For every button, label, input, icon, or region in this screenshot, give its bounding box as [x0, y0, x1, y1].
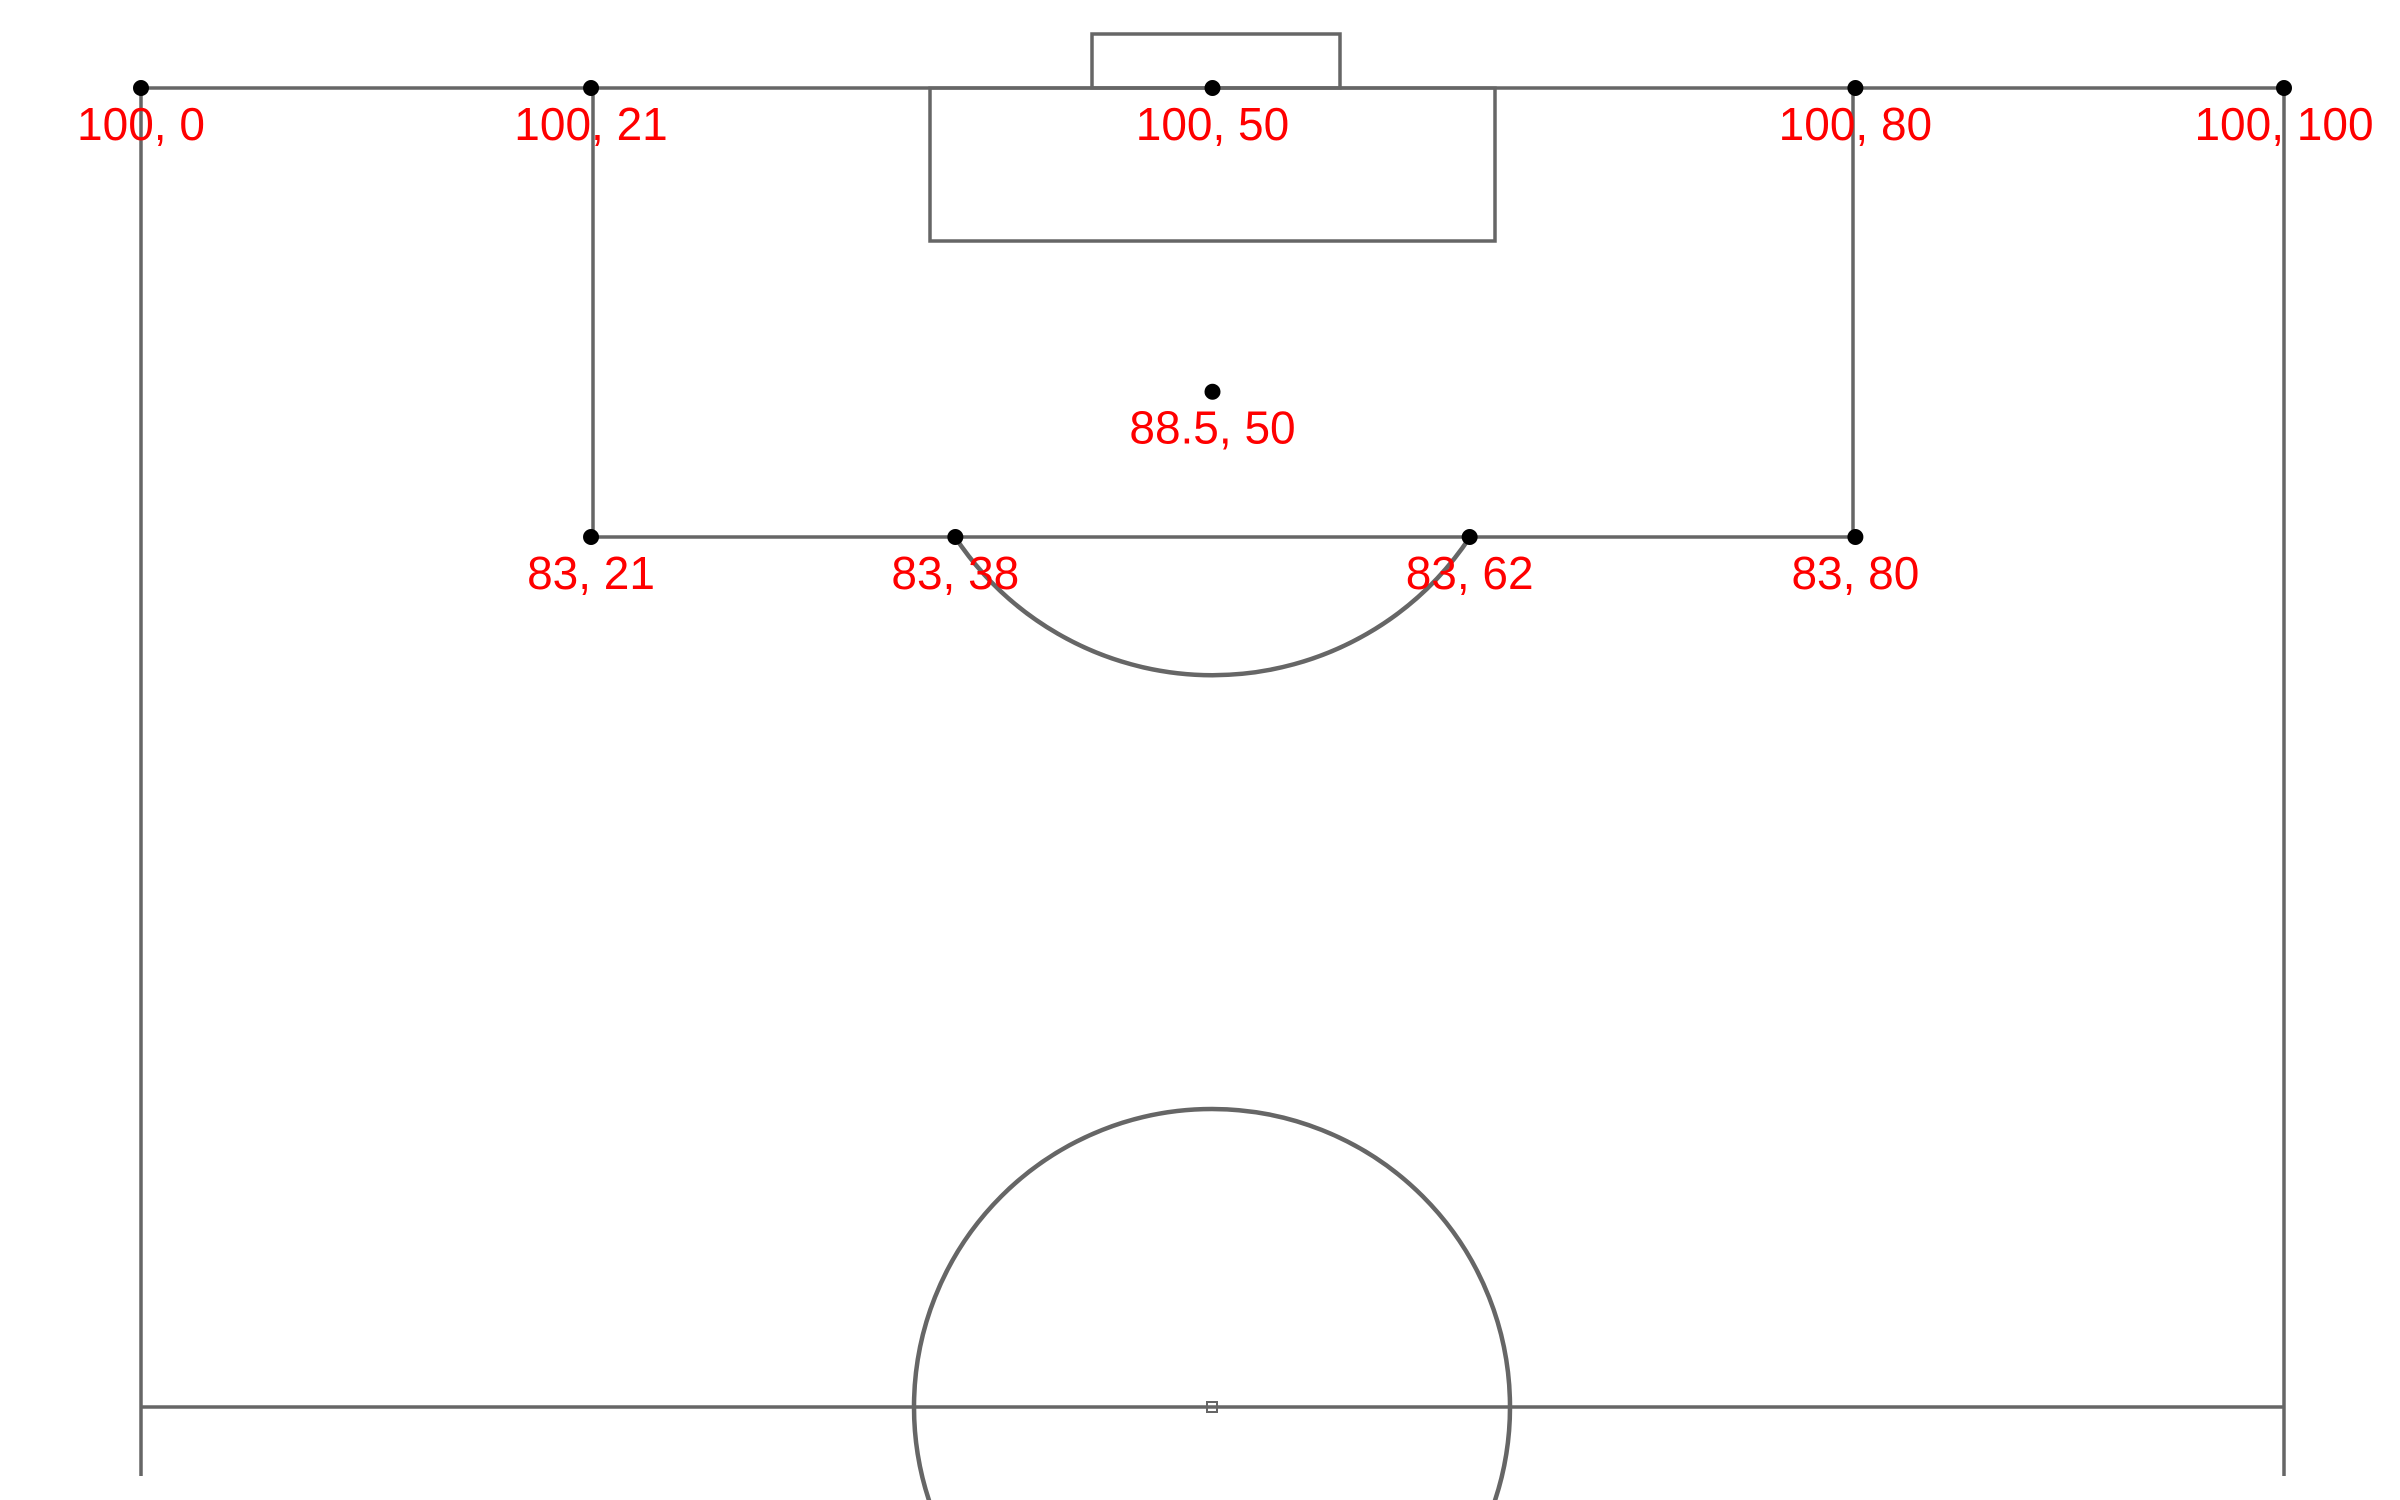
point-label: 100, 100 — [2194, 98, 2373, 150]
point-marker — [947, 529, 964, 545]
point-marker — [133, 80, 149, 96]
point-marker — [583, 529, 600, 545]
point-marker — [1847, 529, 1864, 545]
point-marker — [2276, 80, 2292, 96]
point-label: 100, 0 — [77, 98, 205, 150]
penalty-area — [591, 88, 1855, 539]
point-markers — [133, 80, 2292, 545]
point-label: 100, 50 — [1136, 98, 1289, 150]
point-labels: 100, 0 100, 21 100, 50 100, 80 100, 100 88.5,… — [77, 98, 2373, 599]
point-marker — [583, 80, 600, 96]
point-label: 83, 21 — [527, 547, 655, 599]
point-marker — [1461, 529, 1478, 545]
pitch-lines — [139, 32, 2286, 1500]
point-label: 100, 80 — [1779, 98, 1932, 150]
penalty-arc — [953, 535, 1472, 678]
point-label: 88.5, 50 — [1129, 402, 1295, 454]
point-label: 83, 62 — [1406, 547, 1534, 599]
point-marker — [1204, 383, 1221, 400]
goal-frame — [1090, 32, 1342, 90]
center-spot — [1206, 1401, 1218, 1413]
point-label: 83, 38 — [891, 547, 1019, 599]
point-label: 83, 80 — [1791, 547, 1919, 599]
center-circle — [911, 1106, 1513, 1500]
point-marker — [1204, 80, 1221, 96]
point-marker — [1847, 80, 1864, 96]
point-label: 100, 21 — [514, 98, 667, 150]
